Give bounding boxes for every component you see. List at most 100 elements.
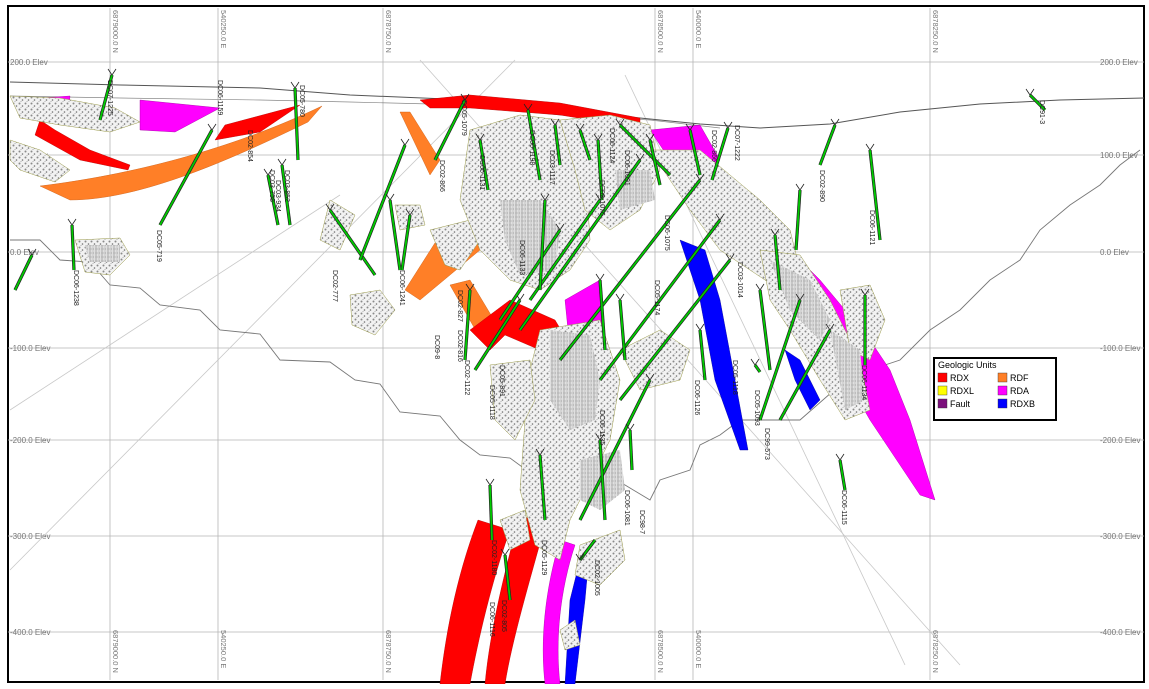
legend-swatch [937,398,948,409]
drillhole-collar-marker [550,118,560,126]
elevation-label-right: 100.0 Elev [1100,151,1138,160]
drillhole-trace [401,214,411,271]
drillhole-trace [71,224,75,271]
drillhole-trace [267,174,279,226]
drillhole-label: DC05-1174 [653,280,660,315]
drillhole-trace [649,139,661,186]
drillhole-labels: DC07-1225 DC06-1159 DC05-780 DC03-934DC03-7… [72,80,1045,637]
drillhole-label: DC06-1075 [663,215,670,251]
legend-swatch [937,385,948,396]
drillhole-collar-marker [535,448,545,456]
drillhole-collar-marker [207,123,217,131]
drillhole-label: DC03-852 [283,170,290,202]
elevation-label-right: 0.0 Elev [1100,248,1129,257]
drillhole-collar-marker [595,193,605,201]
drillhole-collar-marker [523,103,533,111]
drillhole-label: DC05-1079 [460,100,467,136]
coordinate-label-bottom: 6878250.0 N [931,630,940,673]
drillhole-label: DC99-573 [763,428,770,460]
drillhole-collar-marker [475,133,485,141]
drillhole-trace [554,124,561,166]
legend-swatch [937,372,948,383]
elevation-label-right: -100.0 Elev [1100,344,1140,353]
drillhole-collar-marker [835,453,845,461]
drillhole-trace [99,74,113,121]
drillhole-collar-marker [555,223,565,231]
drillhole-label: DC03-1014 [736,262,743,298]
drillhole-collar-marker [595,273,605,281]
drillhole-collar-marker [290,81,300,89]
topography-surface [9,81,1145,129]
coordinate-label-top: 6878500.0 N [656,10,665,53]
drillhole-collar-marker [795,293,805,301]
drillhole-collar-marker [825,323,835,331]
drillhole-label: DC05-1118 [488,385,495,420]
drillhole-label: DC06-1115 [840,490,847,525]
drillhole-collar-marker [750,358,760,366]
drillhole-collar-marker [107,68,117,76]
drillhole-label: DC06-1134 [860,365,867,400]
drillhole-collar-marker [615,293,625,301]
drillhole-trace [629,429,633,471]
drillhole-label: DC02-816 [456,330,463,362]
drillhole-collar-marker [27,248,37,256]
drillhole-collar-marker [540,193,550,201]
drillhole-collar-marker [830,118,840,126]
drillhole-collar-marker [695,173,705,181]
drillhole-label: DC05-780 [298,85,305,117]
drillhole-collar-marker [865,143,875,151]
drillhole-label: DC05-891 [498,365,505,397]
coordinate-label-top: 540000.0 E [694,10,703,48]
drillhole-trace [474,299,521,371]
drillhole-label: DC06-1126 [693,380,700,415]
drillhole-label: DC03-1117 [548,150,555,185]
drillhole-label: DC06-1116 [488,602,495,637]
drillhole-label: DC09-8 [433,335,440,359]
legend-swatch [997,372,1008,383]
drillhole-trace [819,124,836,166]
drillhole-trace [499,229,561,321]
drillhole-label: DC06-1135 [598,410,605,445]
drillhole-trace [699,329,706,381]
drillhole-trace [294,87,299,161]
drillhole-label: DC02-1005 [593,560,600,596]
drillhole-label: DC98-7 [638,510,645,534]
legend-label: RDXB [1010,399,1035,409]
drillhole-trace [519,159,641,331]
drillhole-trace [539,199,546,291]
drillhole-collar-marker [725,253,735,261]
drillhole-collar-marker [645,373,655,381]
drillhole-trace [479,139,489,191]
drillhole-label: DC06-1241 [398,270,405,306]
drillhole-collar-marker [385,193,395,201]
drillhole-traces [13,68,1047,601]
drillhole-trace [599,439,606,521]
drillhole-trace [579,379,651,521]
drillhole-collar-marker [755,283,765,291]
drillhole-collar-marker [575,123,585,131]
drillhole-collar-marker [615,118,625,126]
legend-swatch [997,385,1008,396]
legend-label: RDA [1010,386,1029,396]
drillhole-label: DC06-1091 [623,150,630,186]
drillhole-label: DC02-777 [331,270,338,302]
drillhole-collar-marker [1025,88,1035,96]
drillhole-trace [527,109,541,181]
drillhole-trace [779,329,831,421]
drillhole-trace [559,179,701,361]
legend-box [933,357,1057,421]
drillhole-collar-marker [325,203,335,211]
drillhole-label: DC06-1238 [72,270,79,306]
geologic-units-legend: Geologic Units RDX RDF RDXL RDA Fault RDXB [933,357,1057,421]
elevation-label-left: -400.0 Elev [10,628,50,637]
elevation-label-right: 200.0 Elev [1100,58,1138,67]
drillhole-label: DC06-1081 [623,490,630,526]
legend-label: RDXL [950,386,974,396]
drillhole-collar-marker [67,218,77,226]
drillhole-trace [759,299,801,421]
coordinate-label-bottom: 540000.0 E [694,630,703,668]
elevation-label-right: -200.0 Elev [1100,436,1140,445]
drillhole-label: DC05-1093 [753,390,760,426]
